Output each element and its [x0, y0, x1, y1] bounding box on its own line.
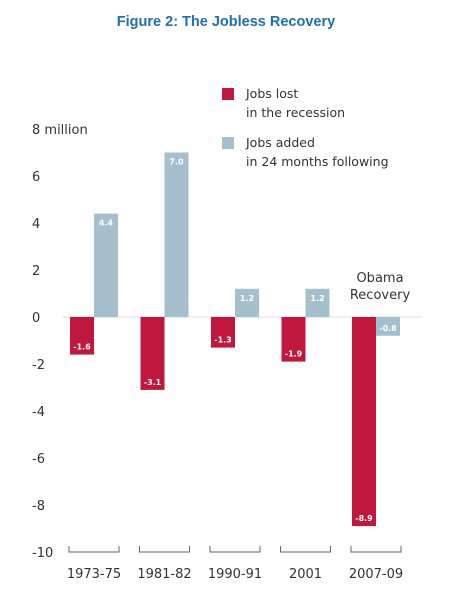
data-label-jobs-lost-1973-75: -1.6	[73, 343, 91, 352]
annotation-line-1: Obama	[356, 271, 403, 286]
data-label-jobs-added-2001: 1.2	[310, 294, 324, 303]
legend-swatch-jobs-added	[222, 137, 234, 149]
chart-title: Figure 2: The Jobless Recovery	[117, 14, 335, 30]
x-axis-bracket-1981-82	[139, 546, 190, 553]
y-tick-label-2: -2	[32, 358, 45, 373]
annotation: Obama Recovery	[350, 271, 411, 303]
bar-jobs-added-1973-75	[94, 213, 118, 317]
data-label-jobs-added-2007-09: -0.8	[379, 324, 397, 333]
legend-swatch-jobs-lost	[222, 88, 234, 100]
legend: Jobs lost in the recession Jobs added in…	[222, 86, 389, 169]
y-tick-label-10: -10	[32, 546, 53, 561]
x-axis-bracket-1990-91	[209, 546, 261, 553]
bar-jobs-lost-1973-75	[70, 317, 94, 355]
data-label-jobs-lost-2007-09: -8.9	[355, 514, 373, 523]
x-tick-label-1990-91: 1990-91	[208, 567, 262, 582]
x-axis-bracket-2001	[280, 546, 331, 553]
data-label-jobs-lost-1990-91: -1.3	[214, 336, 232, 345]
data-label-jobs-lost-2001: -1.9	[285, 350, 303, 359]
data-label-jobs-added-1981-82: 7.0	[169, 158, 184, 167]
x-tick-label-1981-82: 1981-82	[137, 567, 191, 582]
y-tick-label-6: -6	[32, 452, 45, 467]
y-axis: 8 million 6 4 2 0 -2 -4 -6 -8 -10	[32, 123, 88, 561]
legend-label-jobs-added-line-2: in 24 months following	[246, 154, 389, 169]
bar-jobs-added-1990-91	[235, 288, 259, 317]
data-labels: -1.6 4.4 -3.1 7.0 -1.3 1.2 -1.9 1.2 -8.9 -0.8	[73, 158, 397, 524]
annotation-line-2: Recovery	[350, 288, 411, 303]
legend-label-jobs-lost-line-2: in the recession	[246, 105, 345, 120]
bar-jobs-lost-1990-91	[211, 317, 235, 348]
y-tick-label-2: 2	[32, 264, 40, 279]
x-tick-label-2001: 2001	[289, 567, 322, 582]
x-axis-bracket-2007-09	[350, 546, 402, 553]
y-tick-label-4: -4	[32, 405, 45, 420]
bar-jobs-added-2001	[305, 288, 330, 317]
y-tick-label-8-million: 8 million	[32, 123, 88, 138]
data-label-jobs-added-1990-91: 1.2	[240, 294, 254, 303]
legend-label-jobs-added-line-1: Jobs added	[245, 135, 315, 150]
y-tick-label-4: 4	[32, 217, 40, 232]
bars	[70, 152, 400, 527]
bar-jobs-added-1981-82	[164, 152, 189, 317]
bar-jobs-lost-2007-09	[352, 317, 376, 527]
data-label-jobs-added-1973-75: 4.4	[99, 219, 114, 228]
y-tick-label-6: 6	[32, 170, 40, 185]
y-tick-label-0: 0	[32, 311, 40, 326]
data-label-jobs-lost-1981-82: -3.1	[144, 378, 162, 387]
bar-jobs-lost-1981-82	[140, 317, 165, 390]
legend-label-jobs-lost-line-1: Jobs lost	[245, 86, 298, 101]
bar-jobs-added-2007-09	[376, 317, 400, 336]
y-tick-label-8: -8	[32, 499, 45, 514]
x-axis: 1973-75 1981-82 1990-91 2001 2007-09	[67, 546, 403, 582]
x-tick-label-1973-75: 1973-75	[67, 567, 121, 582]
x-tick-label-2007-09: 2007-09	[349, 567, 403, 582]
bar-jobs-lost-2001	[281, 317, 306, 362]
x-axis-bracket-1973-75	[68, 546, 120, 553]
